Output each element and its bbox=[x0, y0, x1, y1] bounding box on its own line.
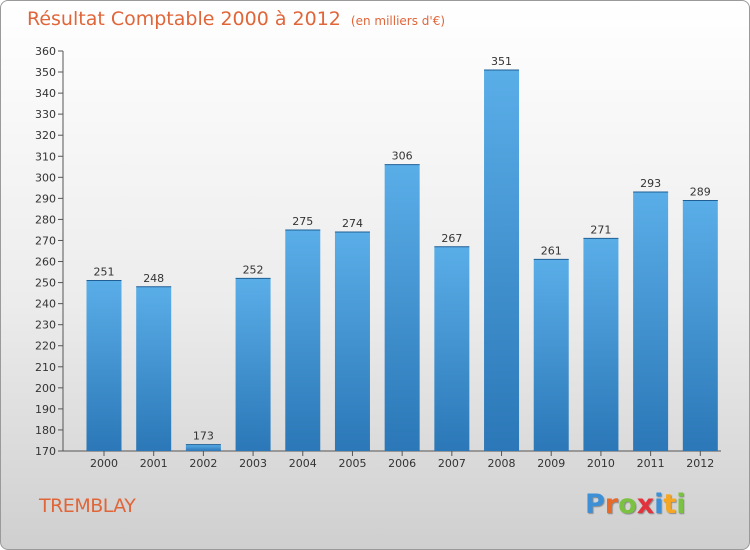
x-tick-label: 2001 bbox=[140, 457, 168, 470]
bar-value-label: 293 bbox=[640, 177, 661, 190]
bar bbox=[434, 246, 470, 451]
bar bbox=[633, 192, 669, 452]
logo-letter: i bbox=[654, 489, 664, 520]
x-tick-label: 2004 bbox=[289, 457, 317, 470]
y-tick-label: 180 bbox=[35, 424, 56, 437]
bar-value-label: 267 bbox=[441, 232, 462, 245]
chart-title: Résultat Comptable 2000 à 2012 (en millie… bbox=[27, 8, 445, 30]
y-tick-label: 300 bbox=[35, 171, 56, 184]
y-tick-label: 360 bbox=[35, 45, 56, 58]
bar-value-label: 248 bbox=[143, 272, 164, 285]
y-tick-label: 350 bbox=[35, 66, 56, 79]
bar bbox=[334, 232, 370, 451]
y-tick-label: 240 bbox=[35, 298, 56, 311]
y-tick-label: 200 bbox=[35, 382, 56, 395]
bar-value-label: 275 bbox=[292, 215, 313, 228]
x-tick-label: 2012 bbox=[686, 457, 714, 470]
bar-value-label: 351 bbox=[491, 55, 512, 68]
x-tick-label: 2007 bbox=[438, 457, 466, 470]
bar-value-label: 306 bbox=[392, 150, 413, 163]
bar-value-label: 261 bbox=[541, 244, 562, 257]
logo-letter: r bbox=[604, 489, 619, 520]
y-tick-label: 340 bbox=[35, 87, 56, 100]
y-tick-label: 310 bbox=[35, 150, 56, 163]
logo-letter: P bbox=[585, 489, 605, 520]
x-tick-label: 2000 bbox=[90, 457, 118, 470]
x-tick-label: 2005 bbox=[338, 457, 366, 470]
x-tick-label: 2010 bbox=[587, 457, 615, 470]
y-tick-label: 260 bbox=[35, 256, 56, 269]
y-tick-label: 330 bbox=[35, 108, 56, 121]
x-tick-label: 2009 bbox=[537, 457, 565, 470]
x-tick-label: 2008 bbox=[488, 457, 516, 470]
plot-area: 170 180 190 200 210 220 230 240 250 260 270 280 290 3… bbox=[35, 45, 721, 470]
bar bbox=[185, 444, 221, 451]
proxiti-logo: Proxiti bbox=[585, 489, 686, 520]
y-tick-label: 230 bbox=[35, 319, 56, 332]
x-tick-label: 2006 bbox=[388, 457, 416, 470]
bar-value-label: 252 bbox=[243, 263, 264, 276]
logo-letter: i bbox=[676, 489, 686, 520]
x-tick-label: 2002 bbox=[189, 457, 217, 470]
bar bbox=[235, 278, 271, 451]
logo-letter: x bbox=[636, 489, 655, 520]
bar-value-label: 289 bbox=[690, 185, 711, 198]
y-tick-label: 170 bbox=[35, 445, 56, 458]
y-tick-label: 210 bbox=[35, 361, 56, 374]
bar bbox=[384, 164, 420, 451]
commune-name: TREMBLAY bbox=[39, 495, 136, 517]
bar-value-label: 271 bbox=[590, 223, 611, 236]
chart-subtitle: (en milliers d'€) bbox=[350, 14, 446, 28]
y-tick-label: 280 bbox=[35, 213, 56, 226]
x-tick-label: 2003 bbox=[239, 457, 267, 470]
bar bbox=[484, 69, 520, 452]
y-tick-label: 220 bbox=[35, 340, 56, 353]
bar bbox=[533, 259, 569, 451]
bar bbox=[136, 286, 172, 451]
chart-title-text: Résultat Comptable 2000 à 2012 bbox=[27, 8, 341, 30]
x-tick-label: 2011 bbox=[637, 457, 665, 470]
y-tick-label: 290 bbox=[35, 192, 56, 205]
logo-letter: o bbox=[618, 489, 637, 520]
bar bbox=[285, 229, 321, 451]
y-tick-label: 270 bbox=[35, 234, 56, 247]
y-tick-label: 320 bbox=[35, 129, 56, 142]
y-tick-label: 190 bbox=[35, 403, 56, 416]
bar bbox=[583, 238, 619, 451]
bar bbox=[682, 200, 718, 451]
bar bbox=[86, 280, 122, 451]
y-tick-label: 250 bbox=[35, 277, 56, 290]
bar-value-label: 251 bbox=[94, 265, 115, 278]
bar-value-label: 173 bbox=[193, 430, 214, 443]
bar-value-label: 274 bbox=[342, 217, 363, 230]
logo-letter: t bbox=[663, 489, 677, 520]
